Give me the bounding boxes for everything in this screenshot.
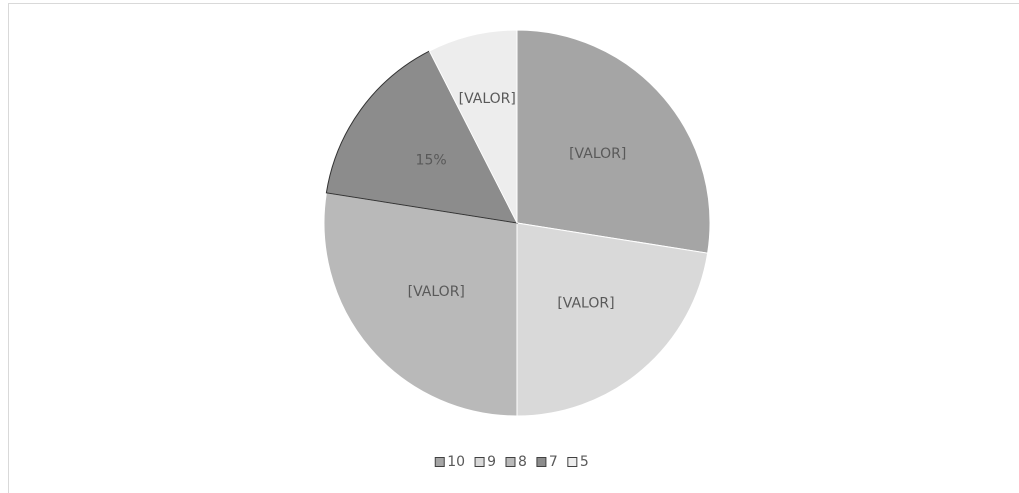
legend-item: 8	[505, 454, 527, 470]
legend-swatch	[474, 457, 485, 467]
legend-swatch	[434, 457, 445, 467]
pie-slice	[516, 222, 709, 417]
legend-item: 9	[474, 454, 496, 470]
legend-label: 9	[487, 454, 496, 470]
legend-item: 10	[434, 454, 465, 470]
legend-label: 7	[549, 454, 558, 470]
legend-label: 8	[518, 454, 527, 470]
legend-item: 5	[567, 454, 589, 470]
legend-item: 7	[536, 454, 558, 470]
legend-label: 10	[447, 454, 465, 470]
pie-slice	[323, 192, 518, 417]
legend-label: 5	[580, 454, 589, 470]
pie-slice	[325, 50, 518, 224]
data-label: [VALOR]	[408, 284, 465, 300]
data-label: [VALOR]	[569, 146, 626, 162]
data-label: [VALOR]	[557, 296, 614, 312]
legend-swatch	[567, 457, 578, 467]
pie-slice	[516, 29, 711, 254]
data-label: 15%	[416, 153, 447, 169]
data-label: [VALOR]	[459, 91, 516, 107]
legend-swatch	[536, 457, 547, 467]
legend-swatch	[505, 457, 516, 467]
pie-slice	[428, 29, 518, 224]
